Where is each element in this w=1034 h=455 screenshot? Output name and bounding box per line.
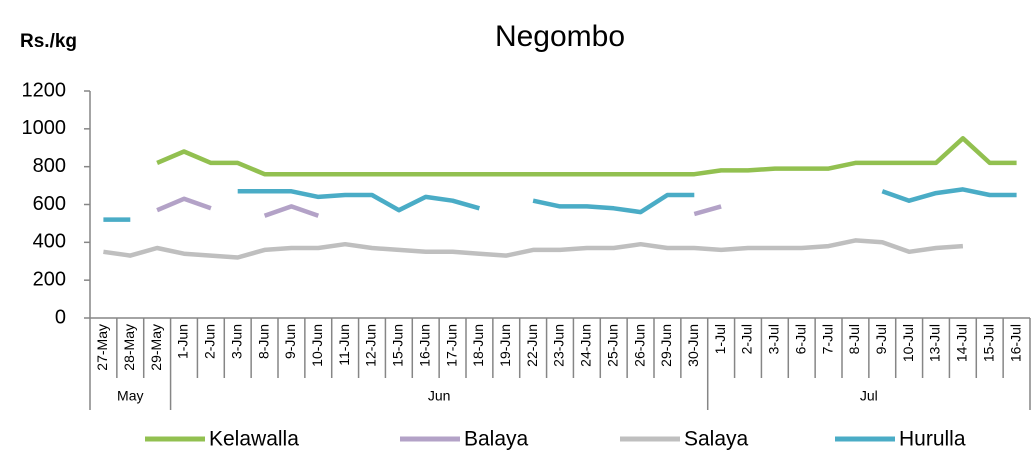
x-tick-label: 29-May [148, 324, 164, 371]
x-tick-label: 15-Jul [980, 324, 996, 362]
series-line [103, 238, 964, 260]
x-tick-label: 19-Jun [497, 324, 513, 367]
month-label: May [117, 388, 143, 404]
x-tick-label: 28-May [121, 324, 137, 371]
x-tick-label: 6-Jul [792, 324, 808, 354]
month-label: Jul [860, 388, 878, 404]
x-tick-label: 1-Jun [175, 324, 191, 359]
x-tick-label: 30-Jun [685, 324, 701, 367]
x-tick-label: 10-Jul [900, 324, 916, 362]
y-tick-label: 800 [33, 155, 66, 177]
y-tick-label: 600 [33, 193, 66, 215]
x-tick-label: 9-Jun [282, 324, 298, 359]
x-tick-label: 11-Jun [336, 324, 352, 366]
legend-label: Hurulla [899, 428, 966, 451]
x-tick-label: 17-Jun [443, 324, 459, 367]
x-tick-label: 14-Jul [954, 324, 970, 362]
series-line [103, 187, 1017, 222]
x-tick-label: 9-Jul [873, 324, 889, 354]
series-line [156, 136, 1017, 177]
x-tick-label: 2-Jul [739, 324, 755, 354]
x-tick-label: 29-Jun [658, 324, 674, 367]
legend-label: Balaya [464, 428, 529, 451]
y-tick-label: 200 [33, 268, 66, 290]
y-axis-label: Rs./kg [20, 31, 77, 52]
x-tick-label: 22-Jun [524, 324, 540, 367]
series-line [156, 196, 722, 218]
x-tick-label: 8-Jul [846, 324, 862, 354]
legend-label: Salaya [684, 428, 749, 451]
x-tick-label: 13-Jul [927, 324, 943, 362]
x-tick-label: 27-May [94, 324, 110, 371]
x-tick-label: 18-Jun [470, 324, 486, 367]
x-tick-label: 12-Jun [363, 324, 379, 367]
x-tick-label: 10-Jun [309, 324, 325, 367]
y-tick-label: 1000 [22, 117, 67, 139]
x-tick-label: 15-Jun [390, 324, 406, 367]
x-tick-label: 2-Jun [202, 324, 218, 359]
chart-title: Negombo [495, 20, 625, 53]
x-tick-label: 3-Jun [228, 324, 244, 359]
x-tick-label: 8-Jun [255, 324, 271, 359]
y-tick-label: 400 [33, 231, 66, 253]
x-tick-label: 1-Jul [712, 324, 728, 354]
month-label: Jun [428, 388, 451, 404]
x-tick-label: 26-Jun [631, 324, 647, 367]
legend-label: Kelawalla [209, 428, 299, 451]
x-tick-label: 25-Jun [604, 324, 620, 367]
x-tick-label: 16-Jul [1007, 324, 1023, 362]
x-tick-label: 16-Jun [416, 324, 432, 367]
y-tick-label: 1200 [22, 79, 67, 101]
y-tick-label: 0 [55, 306, 66, 328]
x-tick-label: 23-Jun [551, 324, 567, 367]
x-tick-label: 24-Jun [578, 324, 594, 367]
x-tick-label: 3-Jul [766, 324, 782, 354]
x-tick-label: 7-Jul [819, 324, 835, 354]
